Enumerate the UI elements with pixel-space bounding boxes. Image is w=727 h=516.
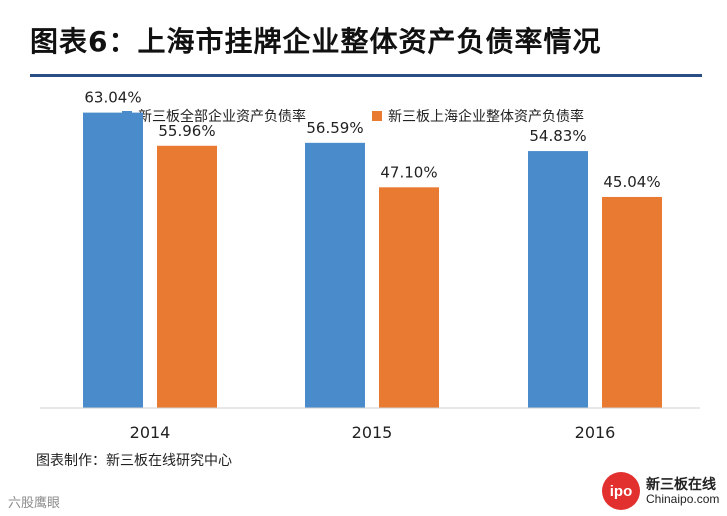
watermark-text: 六股鹰眼 <box>8 496 61 511</box>
value-label-2016-series-2: 45.04% <box>603 173 660 191</box>
x-tick-label-2014: 2014 <box>130 423 171 442</box>
legend-label-2: 新三板上海企业整体资产负债率 <box>388 108 584 125</box>
bar-2015-series-2 <box>379 187 439 408</box>
x-tick-label-2016: 2016 <box>575 423 616 442</box>
value-label-2014-series-1: 63.04% <box>84 89 141 107</box>
chart-title: 图表6：上海市挂牌企业整体资产负债率情况 <box>30 25 602 58</box>
logo-english-text: Chinaipo.com <box>646 492 720 506</box>
value-label-2014-series-2: 55.96% <box>158 122 215 140</box>
bars-group: 63.04% 55.96% 56.59% 47.10% 54.83% 45.04% <box>83 89 662 409</box>
bar-2016-series-2 <box>602 196 662 408</box>
bar-2014-series-1 <box>83 112 143 408</box>
title-divider <box>30 74 702 77</box>
value-label-2015-series-2: 47.10% <box>380 163 437 181</box>
value-label-2015-series-1: 56.59% <box>306 119 363 137</box>
bar-2014-series-2 <box>157 145 217 409</box>
x-tick-label-2015: 2015 <box>352 423 393 442</box>
logo-mark: ipo <box>602 472 640 510</box>
logo-chinese-text: 新三板在线 <box>646 477 716 493</box>
legend: 新三板全部企业资产负债率 新三板上海企业整体资产负债率 <box>122 108 584 125</box>
bar-2015-series-1 <box>305 142 365 408</box>
source-note: 图表制作：新三板在线研究中心 <box>36 453 232 469</box>
legend-label-1: 新三板全部企业资产负债率 <box>138 108 306 125</box>
value-label-2016-series-1: 54.83% <box>529 127 586 145</box>
x-tick-labels: 2014 2015 2016 <box>130 423 616 442</box>
legend-swatch-2 <box>372 111 382 121</box>
chinaipo-logo: ipo 新三板在线 Chinaipo.com <box>602 470 722 512</box>
bar-2016-series-1 <box>528 151 588 409</box>
